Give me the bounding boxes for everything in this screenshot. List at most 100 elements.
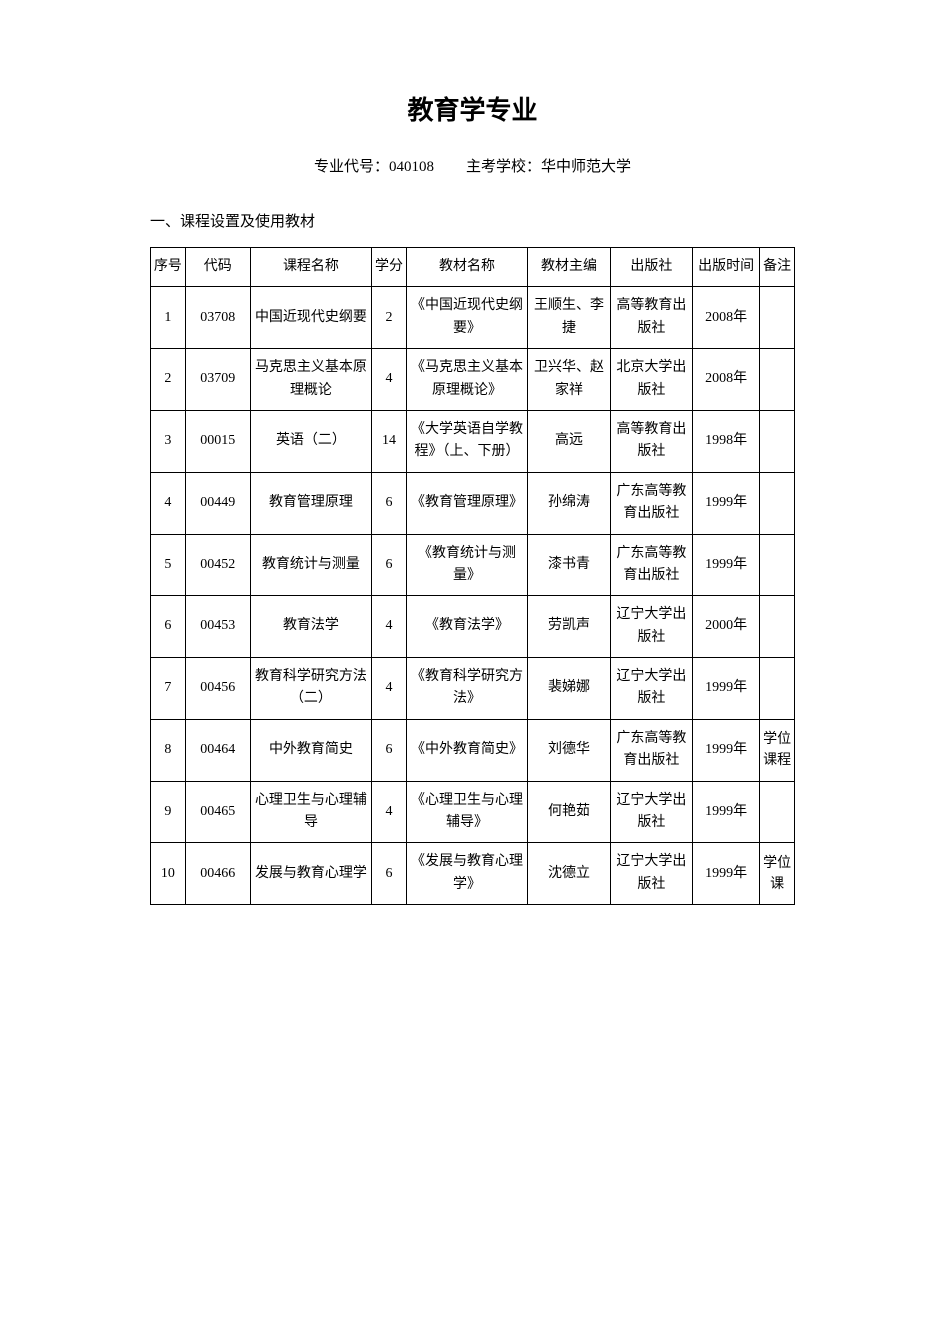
cell-code: 00466 xyxy=(185,843,250,905)
col-header-credit: 学分 xyxy=(372,248,407,287)
table-row: 300015英语（二）14《大学英语自学教程》（上、下册）高远高等教育出版社19… xyxy=(151,410,795,472)
col-header-pubdate: 出版时间 xyxy=(693,248,760,287)
table-row: 600453教育法学4《教育法学》劳凯声辽宁大学出版社2000年 xyxy=(151,596,795,658)
cell-pubdate: 1999年 xyxy=(693,843,760,905)
cell-seq: 3 xyxy=(151,410,186,472)
cell-code: 00464 xyxy=(185,719,250,781)
cell-note xyxy=(760,534,795,596)
cell-code: 00449 xyxy=(185,472,250,534)
col-header-textbook: 教材名称 xyxy=(406,248,527,287)
cell-note: 学位课 xyxy=(760,843,795,905)
cell-pubdate: 2000年 xyxy=(693,596,760,658)
cell-credit: 6 xyxy=(372,534,407,596)
cell-textbook: 《中国近现代史纲要》 xyxy=(406,287,527,349)
cell-textbook: 《教育统计与测量》 xyxy=(406,534,527,596)
cell-note xyxy=(760,781,795,843)
major-code-value: 040108 xyxy=(389,159,434,175)
cell-note: 学位课程 xyxy=(760,719,795,781)
table-row: 1000466发展与教育心理学6《发展与教育心理学》沈德立辽宁大学出版社1999… xyxy=(151,843,795,905)
cell-publisher: 广东高等教育出版社 xyxy=(610,472,692,534)
col-header-code: 代码 xyxy=(185,248,250,287)
cell-publisher: 高等教育出版社 xyxy=(610,410,692,472)
cell-editor: 高远 xyxy=(528,410,610,472)
cell-textbook: 《发展与教育心理学》 xyxy=(406,843,527,905)
cell-course: 教育法学 xyxy=(250,596,371,658)
table-row: 203709马克思主义基本原理概论4《马克思主义基本原理概论》卫兴华、赵家祥北京… xyxy=(151,349,795,411)
cell-note xyxy=(760,472,795,534)
cell-seq: 7 xyxy=(151,658,186,720)
cell-pubdate: 1999年 xyxy=(693,534,760,596)
cell-pubdate: 1999年 xyxy=(693,658,760,720)
cell-code: 00453 xyxy=(185,596,250,658)
cell-course: 教育管理原理 xyxy=(250,472,371,534)
section-heading: 一、课程设置及使用教材 xyxy=(150,210,795,231)
cell-textbook: 《马克思主义基本原理概论》 xyxy=(406,349,527,411)
cell-course: 中外教育简史 xyxy=(250,719,371,781)
cell-seq: 5 xyxy=(151,534,186,596)
cell-pubdate: 1999年 xyxy=(693,472,760,534)
table-header-row: 序号 代码 课程名称 学分 教材名称 教材主编 出版社 出版时间 备注 xyxy=(151,248,795,287)
cell-editor: 漆书青 xyxy=(528,534,610,596)
cell-editor: 劳凯声 xyxy=(528,596,610,658)
cell-code: 03709 xyxy=(185,349,250,411)
cell-editor: 卫兴华、赵家祥 xyxy=(528,349,610,411)
cell-seq: 9 xyxy=(151,781,186,843)
cell-note xyxy=(760,287,795,349)
cell-editor: 何艳茹 xyxy=(528,781,610,843)
cell-seq: 8 xyxy=(151,719,186,781)
cell-textbook: 《中外教育简史》 xyxy=(406,719,527,781)
page-title: 教育学专业 xyxy=(150,90,795,127)
cell-credit: 6 xyxy=(372,843,407,905)
cell-credit: 4 xyxy=(372,781,407,843)
cell-course: 马克思主义基本原理概论 xyxy=(250,349,371,411)
cell-credit: 14 xyxy=(372,410,407,472)
cell-credit: 6 xyxy=(372,472,407,534)
subtitle-line: 专业代号：040108主考学校：华中师范大学 xyxy=(150,155,795,176)
table-row: 800464中外教育简史6《中外教育简史》刘德华广东高等教育出版社1999年学位… xyxy=(151,719,795,781)
cell-pubdate: 1999年 xyxy=(693,719,760,781)
cell-publisher: 北京大学出版社 xyxy=(610,349,692,411)
cell-publisher: 辽宁大学出版社 xyxy=(610,843,692,905)
cell-textbook: 《心理卫生与心理辅导》 xyxy=(406,781,527,843)
table-row: 500452教育统计与测量6《教育统计与测量》漆书青广东高等教育出版社1999年 xyxy=(151,534,795,596)
cell-course: 心理卫生与心理辅导 xyxy=(250,781,371,843)
col-header-seq: 序号 xyxy=(151,248,186,287)
cell-textbook: 《大学英语自学教程》（上、下册） xyxy=(406,410,527,472)
cell-note xyxy=(760,410,795,472)
cell-code: 00456 xyxy=(185,658,250,720)
cell-credit: 2 xyxy=(372,287,407,349)
cell-note xyxy=(760,596,795,658)
cell-code: 00015 xyxy=(185,410,250,472)
cell-course: 发展与教育心理学 xyxy=(250,843,371,905)
cell-editor: 孙绵涛 xyxy=(528,472,610,534)
cell-seq: 1 xyxy=(151,287,186,349)
cell-textbook: 《教育科学研究方法》 xyxy=(406,658,527,720)
cell-textbook: 《教育法学》 xyxy=(406,596,527,658)
col-header-editor: 教材主编 xyxy=(528,248,610,287)
cell-pubdate: 1998年 xyxy=(693,410,760,472)
cell-editor: 裴娣娜 xyxy=(528,658,610,720)
course-table: 序号 代码 课程名称 学分 教材名称 教材主编 出版社 出版时间 备注 1037… xyxy=(150,247,795,905)
cell-publisher: 辽宁大学出版社 xyxy=(610,658,692,720)
table-row: 700456教育科学研究方法（二）4《教育科学研究方法》裴娣娜辽宁大学出版社19… xyxy=(151,658,795,720)
cell-note xyxy=(760,349,795,411)
cell-pubdate: 2008年 xyxy=(693,287,760,349)
cell-course: 英语（二） xyxy=(250,410,371,472)
cell-editor: 王顺生、李捷 xyxy=(528,287,610,349)
cell-seq: 6 xyxy=(151,596,186,658)
cell-textbook: 《教育管理原理》 xyxy=(406,472,527,534)
cell-seq: 4 xyxy=(151,472,186,534)
cell-credit: 4 xyxy=(372,596,407,658)
table-row: 900465心理卫生与心理辅导4《心理卫生与心理辅导》何艳茹辽宁大学出版社199… xyxy=(151,781,795,843)
cell-course: 教育统计与测量 xyxy=(250,534,371,596)
cell-pubdate: 2008年 xyxy=(693,349,760,411)
cell-seq: 10 xyxy=(151,843,186,905)
table-row: 400449教育管理原理6《教育管理原理》孙绵涛广东高等教育出版社1999年 xyxy=(151,472,795,534)
major-code-label: 专业代号： xyxy=(314,159,389,175)
table-row: 103708中国近现代史纲要2《中国近现代史纲要》王顺生、李捷高等教育出版社20… xyxy=(151,287,795,349)
col-header-course: 课程名称 xyxy=(250,248,371,287)
cell-credit: 4 xyxy=(372,658,407,720)
school-name: 华中师范大学 xyxy=(541,159,631,175)
cell-pubdate: 1999年 xyxy=(693,781,760,843)
cell-publisher: 广东高等教育出版社 xyxy=(610,719,692,781)
